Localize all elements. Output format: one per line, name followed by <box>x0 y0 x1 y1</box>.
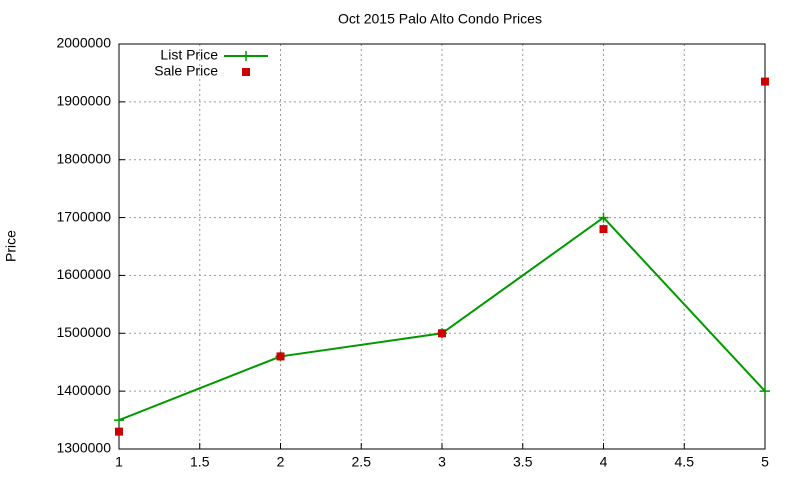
y-axis-label: Price <box>3 230 19 262</box>
legend-swatch <box>241 51 251 61</box>
x-tick-label: 2.5 <box>352 454 372 470</box>
y-tick-label: 1800000 <box>56 150 111 166</box>
chart-title: Oct 2015 Palo Alto Condo Prices <box>338 11 542 27</box>
point <box>761 77 769 86</box>
legend-label: Sale Price <box>154 63 218 79</box>
x-tick-label: 5 <box>761 454 769 470</box>
y-tick-label: 1300000 <box>56 440 111 456</box>
point <box>760 386 770 397</box>
x-tick-label: 4.5 <box>675 454 695 470</box>
x-tick-label: 4 <box>600 454 608 470</box>
point <box>114 415 124 426</box>
x-tick-label: 1.5 <box>190 454 210 470</box>
legend-label: List Price <box>160 47 218 63</box>
plot-frame <box>118 43 766 450</box>
point <box>438 329 446 338</box>
y-tick-label: 1400000 <box>56 382 111 398</box>
x-tick-label: 1 <box>115 454 123 470</box>
y-tick-label: 1600000 <box>56 266 111 282</box>
point <box>115 427 123 436</box>
point <box>598 212 609 223</box>
y-tick-label: 1500000 <box>56 324 111 340</box>
point <box>276 352 285 361</box>
y-tick-label: 1900000 <box>56 93 111 109</box>
x-tick-label: 2 <box>277 454 285 470</box>
point <box>599 225 608 234</box>
legend-swatch <box>242 68 250 76</box>
y-tick-label: 1700000 <box>56 208 111 224</box>
y-tick-label: 2000000 <box>56 35 111 51</box>
x-tick-label: 3.5 <box>513 454 533 470</box>
x-tick-label: 3 <box>438 454 446 470</box>
